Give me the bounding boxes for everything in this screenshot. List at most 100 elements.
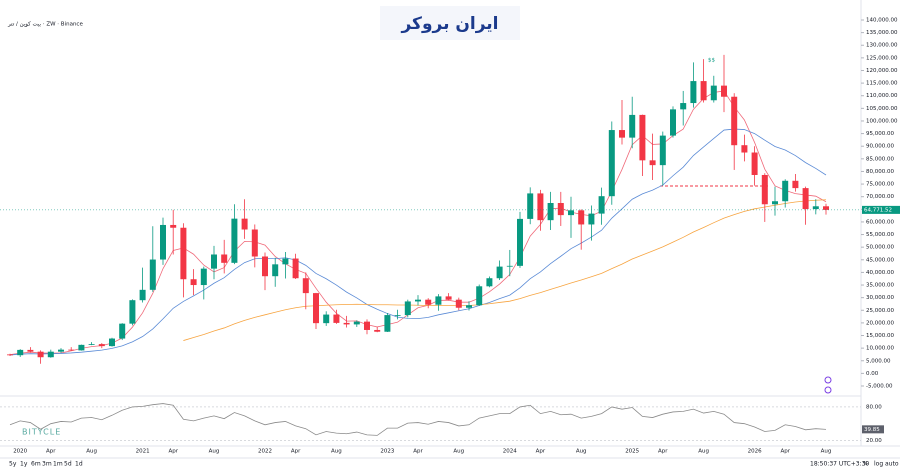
moving-average [9, 128, 827, 356]
symbol-title: بیت کوین / تتر · ZW · Binance [7, 21, 83, 28]
candle-body [415, 299, 421, 302]
candle-body [394, 315, 401, 316]
candle-body [190, 279, 197, 286]
candle-body [823, 206, 829, 210]
scale-option[interactable]: % [863, 461, 869, 468]
x-tick-label: Aug [86, 449, 97, 455]
range-button[interactable]: 5d [64, 461, 72, 468]
candle-body [455, 299, 462, 308]
logo-box [380, 6, 520, 40]
clock: 18:50:37 UTC+3:30 [810, 461, 869, 468]
y-tick-label: 45,000.00 [866, 257, 894, 263]
range-button[interactable]: 1m [53, 461, 63, 468]
y-tick-label: 50,000.00 [866, 245, 894, 251]
x-tick-label: Apr [168, 449, 178, 455]
candle-body [710, 85, 717, 101]
candle-body [292, 258, 299, 279]
y-tick-label: 115,000.00 [866, 81, 898, 87]
y-tick-label: 95,000.00 [866, 131, 894, 137]
y-tick-label: 110,000.00 [866, 93, 898, 99]
range-button[interactable]: 3m [42, 461, 52, 468]
range-button[interactable]: 1y [20, 461, 28, 468]
candle-body [313, 293, 319, 324]
candle-body [670, 109, 676, 136]
candle-body [262, 256, 268, 277]
candle-body [792, 180, 799, 189]
x-tick-label: 2026 [748, 449, 762, 455]
candle-body [782, 180, 789, 202]
y-tick-label: 140,000.00 [866, 18, 898, 24]
candle-body [731, 96, 738, 146]
candle-body [180, 227, 187, 280]
candle-body [343, 322, 350, 325]
candle-body [445, 296, 452, 300]
y-tick-label: 5,000.00 [866, 358, 891, 364]
candle-body [323, 314, 330, 324]
x-tick-label: Aug [209, 449, 220, 455]
candle-body [200, 268, 207, 286]
candle-body [680, 103, 687, 110]
candle-body [241, 218, 248, 230]
candle-body [119, 323, 126, 339]
candle-body [690, 81, 697, 104]
x-tick-label: Apr [658, 449, 668, 455]
candle-body [517, 218, 523, 266]
candle-body [466, 305, 472, 308]
candle-body [751, 152, 758, 175]
x-tick-label: 2021 [136, 449, 150, 455]
candle-body [272, 264, 279, 277]
candle-body [170, 224, 177, 228]
x-tick-label: Apr [46, 449, 56, 455]
y-tick-label: 135,000.00 [866, 30, 898, 36]
x-tick-label: Aug [698, 449, 709, 455]
candle-body [251, 229, 258, 257]
range-button[interactable]: 6m [31, 461, 41, 468]
candle-body [608, 130, 615, 197]
candle-body [598, 196, 605, 214]
candle-body [629, 114, 636, 138]
candle-body [282, 258, 289, 265]
last-price-tag [862, 205, 900, 214]
range-button[interactable]: 5y [9, 461, 17, 468]
candle-body [353, 321, 360, 325]
candle-body [384, 315, 391, 332]
y-tick-label: 90,000.00 [866, 144, 894, 150]
event-icon[interactable] [824, 376, 832, 384]
candle-body [537, 193, 544, 221]
x-tick-label: Aug [821, 449, 832, 455]
candle-body [721, 85, 727, 97]
y-tick-label: 15,000.00 [866, 333, 894, 339]
x-tick-label: Aug [331, 449, 342, 455]
moving-average [183, 199, 827, 341]
y-tick-label: 70,000.00 [866, 194, 894, 200]
candle-body [649, 160, 656, 166]
x-tick-label: Apr [291, 449, 301, 455]
rsi-last-label: 39.85 [864, 427, 880, 433]
candle-body [802, 188, 809, 210]
candle-body [364, 321, 370, 330]
candle-body [425, 299, 432, 305]
candle-body [812, 206, 819, 210]
candle-body [302, 278, 309, 294]
y-tick-label: 25,000.00 [866, 308, 894, 314]
y-tick-label: 100,000.00 [866, 118, 898, 124]
y-tick-label: 85,000.00 [866, 156, 894, 162]
y-tick-label: 60,000.00 [866, 219, 894, 225]
scale-option[interactable]: auto [885, 461, 899, 468]
candle-body [578, 210, 585, 225]
y-tick-label: 130,000.00 [866, 43, 898, 49]
y-tick-label: 30,000.00 [866, 295, 894, 301]
candle-body [37, 351, 44, 358]
scale-option[interactable]: log [874, 461, 883, 468]
candle-body [333, 314, 340, 323]
y-tick-label: 0.00 [866, 371, 879, 377]
candle-body [619, 130, 625, 138]
logo: ایران بروکر [400, 14, 498, 34]
event-icon[interactable] [824, 386, 832, 394]
candle-body [772, 201, 778, 205]
candle-body [588, 213, 595, 225]
candle-body [211, 254, 217, 269]
range-button[interactable]: 1d [75, 461, 83, 468]
rsi-tick-label: 20.00 [866, 438, 882, 444]
